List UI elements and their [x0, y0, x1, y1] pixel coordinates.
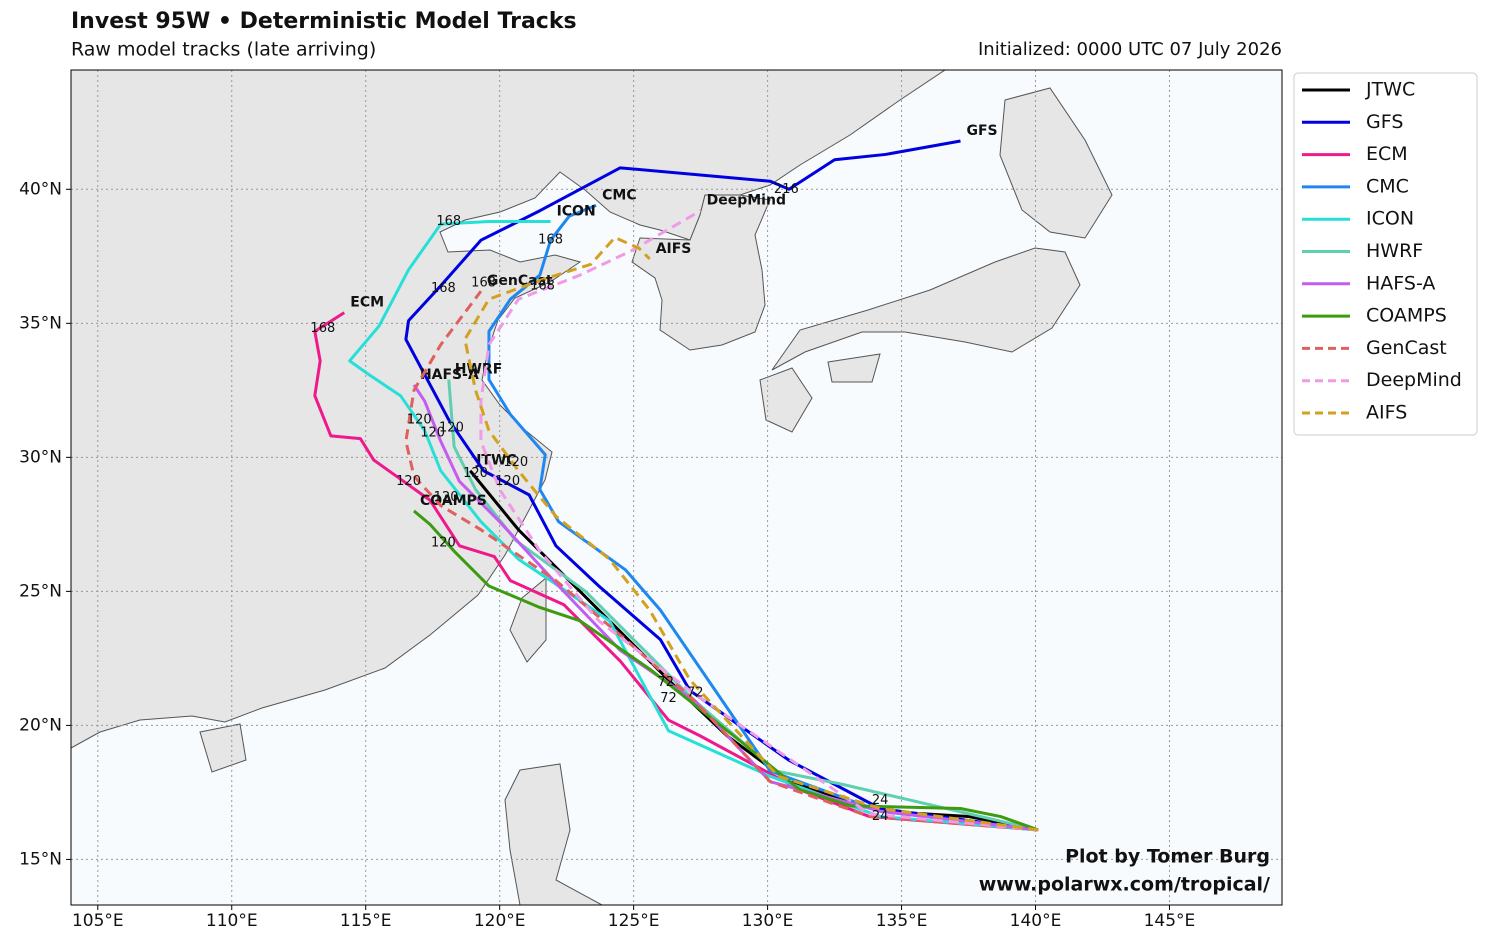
- legend-label: GFS: [1366, 111, 1403, 133]
- y-tick-label: 35°N: [19, 313, 62, 333]
- legend-label: ECM: [1366, 143, 1408, 165]
- forecast-hour-label: 168: [538, 233, 563, 248]
- track-end-label: HWRF: [455, 362, 503, 378]
- taiwan: [509, 576, 547, 663]
- legend-label: DeepMind: [1366, 369, 1462, 391]
- forecast-hour-label: 120: [407, 412, 432, 427]
- legend-label: COAMPS: [1366, 305, 1447, 327]
- track-end-label: GFS: [966, 123, 997, 139]
- track-end-label: CMC: [602, 187, 636, 203]
- track-line: [479, 209, 1039, 832]
- hainan: [199, 723, 247, 773]
- forecast-hour-label: 168: [530, 278, 555, 293]
- y-tick-label: 25°N: [19, 581, 62, 601]
- track-line: [313, 311, 1039, 832]
- x-tick-label: 120°E: [474, 911, 526, 931]
- track-end-label: GenCast: [487, 273, 553, 289]
- shikoku: [827, 353, 881, 383]
- forecast-hour-label: 24: [872, 809, 889, 824]
- subtitle: Raw model tracks (late arriving): [71, 39, 376, 61]
- credit-url: www.polarwx.com/tropical/: [979, 874, 1270, 896]
- y-tick-label: 30°N: [19, 447, 62, 467]
- legend-label: HAFS-A: [1366, 272, 1435, 294]
- track-end-label: HAFS-A: [420, 367, 479, 383]
- x-tick-label: 145°E: [1144, 911, 1196, 931]
- track-end-label: ICON: [557, 203, 596, 219]
- legend-label: ICON: [1366, 208, 1414, 230]
- x-tick-label: 105°E: [72, 911, 124, 931]
- forecast-hour-label: 168: [431, 281, 456, 296]
- land: [71, 70, 1113, 905]
- forecast-hour-label: 120: [439, 420, 464, 435]
- x-tick-label: 140°E: [1010, 911, 1062, 931]
- track-line: [412, 509, 1039, 832]
- legend-label: AIFS: [1366, 402, 1407, 424]
- forecast-hour-label: 120: [463, 466, 488, 481]
- track-end-label: AIFS: [656, 241, 692, 257]
- forecast-hour-label: 120: [503, 455, 528, 470]
- legend-box: [1293, 72, 1478, 436]
- korea: [631, 194, 771, 351]
- hokkaido: [999, 87, 1113, 239]
- forecast-hour-label: 168: [471, 276, 496, 291]
- forecast-hour-label: 72: [660, 691, 677, 706]
- legend-label: GenCast: [1366, 337, 1447, 359]
- forecast-hour-label: 120: [495, 474, 520, 489]
- forecast-hour-label: 168: [436, 214, 461, 229]
- honshu: [771, 247, 1081, 371]
- track-line: [348, 219, 1039, 832]
- forecast-hour-label: 168: [310, 321, 335, 336]
- legend-label: CMC: [1366, 175, 1409, 197]
- forecast-hour-label: 24: [872, 793, 889, 808]
- track-line: [463, 236, 1039, 832]
- legend: JTWC GFS ECM CMC ICON HWRF HAFS-A COAMPS GenCast…: [1293, 72, 1478, 436]
- tracks: JTWCGFSECMCMCICONHWRFHAFS-ACOAMPSGenCast…: [310, 123, 1039, 832]
- luzon: [504, 763, 603, 905]
- forecast-hour-label: 216: [774, 182, 799, 197]
- x-tick-label: 110°E: [206, 911, 258, 931]
- legend-label: HWRF: [1366, 240, 1423, 262]
- x-tick-label: 115°E: [340, 911, 392, 931]
- forecast-hour-label: 120: [434, 490, 459, 505]
- title: Invest 95W • Deterministic Model Tracks: [71, 9, 577, 34]
- init-time: Initialized: 0000 UTC 07 July 2026: [978, 39, 1282, 60]
- plot-frame: [70, 69, 1283, 906]
- track-line: [487, 203, 1039, 832]
- y-tick-label: 20°N: [19, 715, 62, 735]
- legend-label: JTWC: [1365, 79, 1415, 101]
- credit: Plot by Tomer Burg: [1065, 846, 1270, 868]
- x-tick-label: 130°E: [742, 911, 794, 931]
- track-end-label: ECM: [350, 295, 384, 311]
- forecast-hour-label: 120: [396, 474, 421, 489]
- track-line: [447, 379, 1039, 832]
- track-end-label: COAMPS: [420, 493, 487, 509]
- track-end-label: DeepMind: [707, 193, 786, 209]
- forecast-hour-label: 120: [431, 536, 456, 551]
- x-tick-label: 125°E: [608, 911, 660, 931]
- track-line: [404, 290, 1039, 832]
- x-tick-label: 135°E: [876, 911, 928, 931]
- forecast-hour-label: 72: [687, 686, 704, 701]
- y-tick-label: 15°N: [19, 849, 62, 869]
- forecast-hour-label: 72: [658, 675, 675, 690]
- kyushu: [759, 367, 813, 433]
- y-tick-label: 40°N: [19, 179, 62, 199]
- forecast-hour-label: 120: [420, 426, 445, 441]
